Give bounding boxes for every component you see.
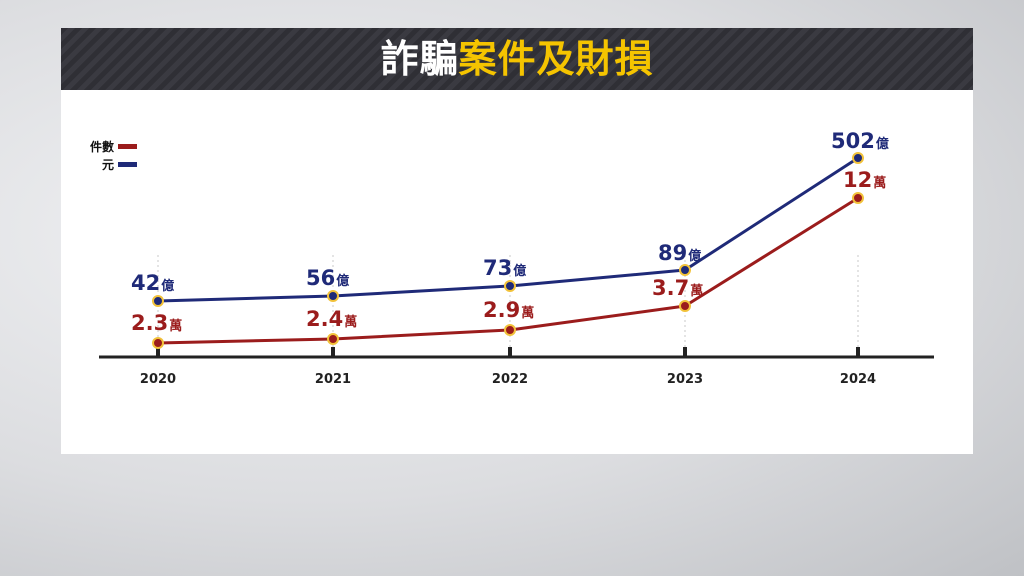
amount-data-label: 56億 [306,266,349,290]
cases-point [504,324,516,336]
axis-tick [156,347,160,357]
title-part-1: 詐騙 [380,37,459,81]
line-chart: 件數元 2020 2021 2022 2023 2024 42億 56億 73億 89億 502… [90,129,934,387]
cases-data-label: 12萬 [843,168,886,192]
title-bar: 詐騙案件及財損 [61,28,973,90]
legend-label: 件數 [90,139,114,154]
amount-data-label: 73億 [483,256,526,280]
x-axis: 2020 2021 2022 2023 2024 [99,255,934,387]
series-lines [152,152,864,349]
amount-data-label: 42億 [131,271,174,295]
amount-point [679,264,691,276]
cases-data-label: 2.4萬 [306,307,357,331]
tick-label: 2023 [667,372,703,387]
amount-point [852,152,864,164]
cases-point [152,337,164,349]
amount-data-label: 89億 [658,241,701,265]
cases-data-label: 2.9萬 [483,298,534,322]
legend-swatch [118,162,137,167]
cases-point [852,192,864,204]
tick-label: 2022 [492,372,528,387]
legend-label: 元 [102,158,114,172]
axis-tick [683,347,687,357]
legend: 件數元 [90,139,137,172]
title-part-2: 案件及財損 [458,37,654,81]
amount-point [327,290,339,302]
chart-title: 詐騙案件及財損 [380,40,653,78]
amount-data-label: 502億 [831,129,889,153]
data-labels: 42億 56億 73億 89億 502億 2.3萬 2.4萬 2.9萬 3.7萬 12萬 [131,129,889,335]
legend-swatch [118,144,137,149]
cases-data-label: 3.7萬 [652,276,703,300]
cases-point [679,300,691,312]
axis-tick [508,347,512,357]
cases-data-label: 2.3萬 [131,311,182,335]
tick-label: 2021 [315,372,351,387]
amount-point [152,295,164,307]
chart-panel: 件數元 2020 2021 2022 2023 2024 42億 56億 73億 89億 502… [61,90,973,454]
axis-tick [331,347,335,357]
tick-label: 2020 [140,372,176,387]
axis-tick [856,347,860,357]
amount-point [504,280,516,292]
tick-label: 2024 [840,372,876,387]
cases-point [327,333,339,345]
